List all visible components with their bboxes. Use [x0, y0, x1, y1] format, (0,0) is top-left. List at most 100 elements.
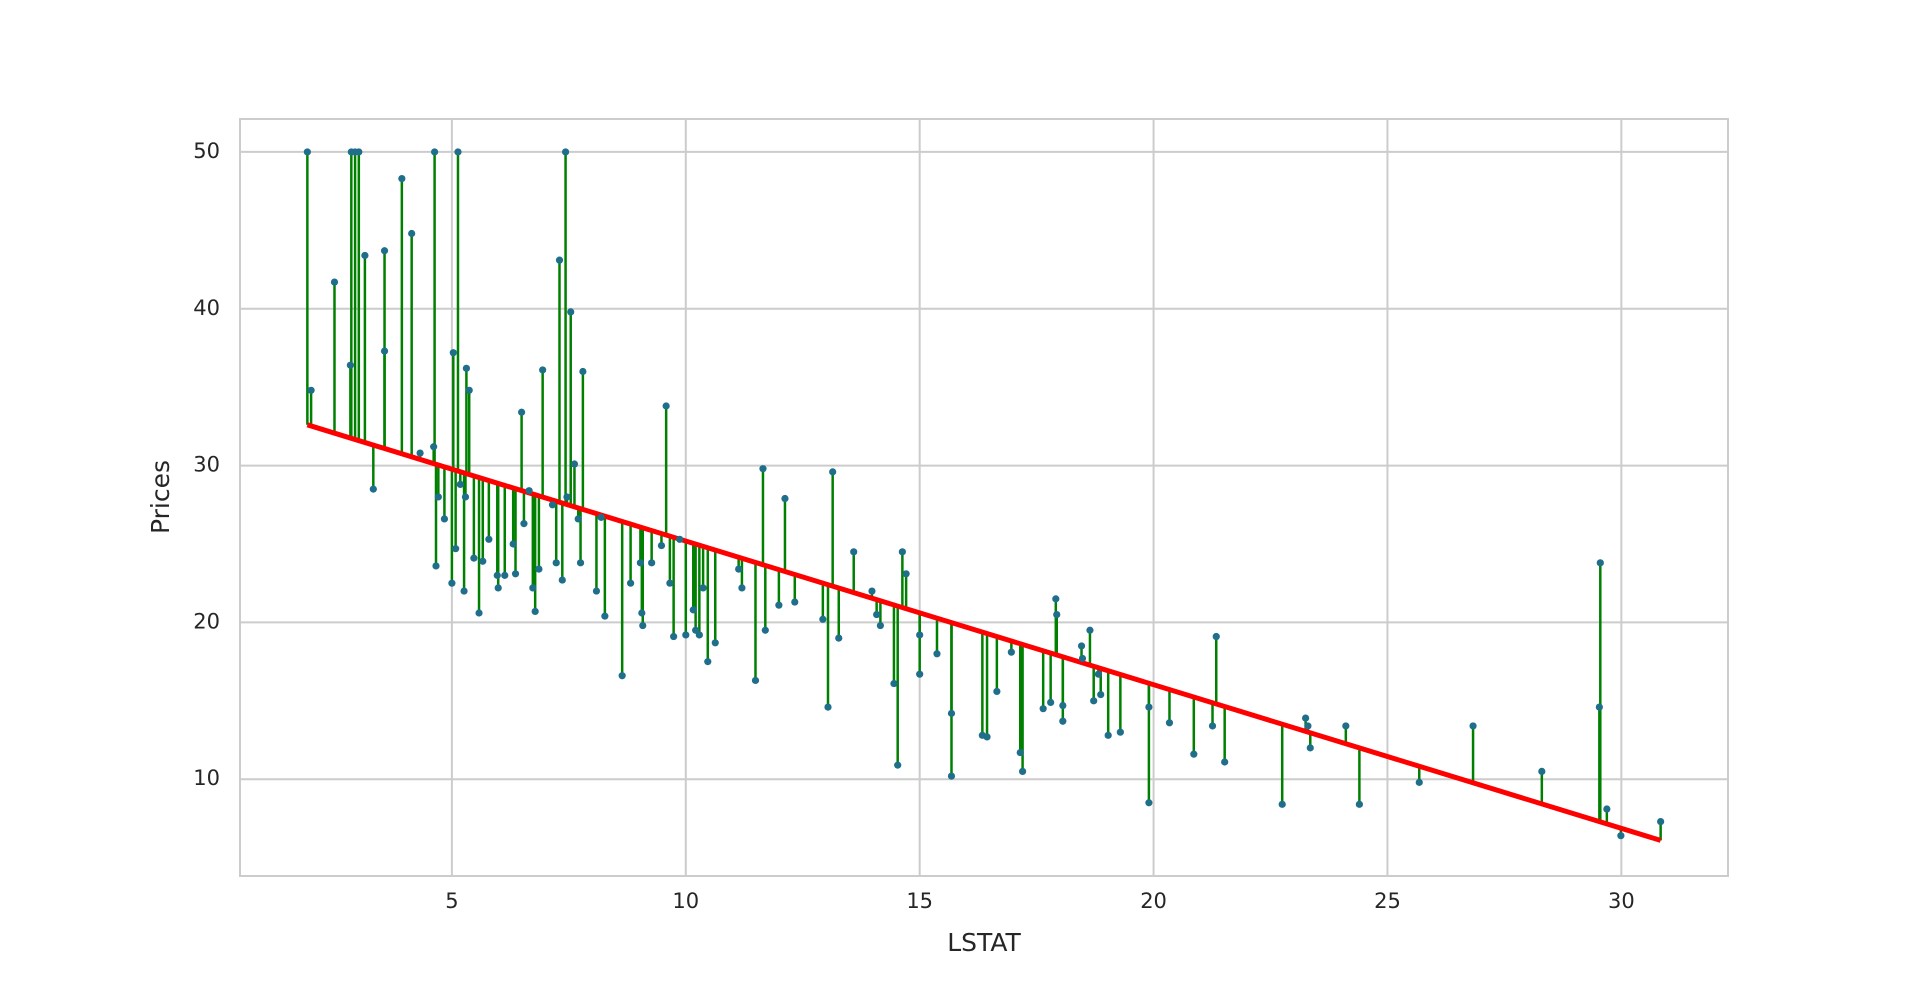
data-point: [704, 658, 712, 666]
data-point: [511, 570, 520, 578]
data-point: [398, 174, 406, 183]
data-point: [430, 443, 438, 451]
y-tick-label: 30: [193, 453, 220, 477]
data-point: [666, 579, 674, 587]
data-point: [947, 709, 956, 717]
data-point: [1039, 705, 1047, 713]
data-point: [1603, 805, 1611, 813]
data-point: [1596, 559, 1604, 567]
data-point: [518, 408, 526, 416]
data-point: [1078, 654, 1087, 663]
data-point: [876, 621, 884, 630]
data-point: [1190, 750, 1198, 758]
data-point: [1059, 717, 1067, 725]
data-point: [626, 579, 635, 587]
x-tick-label: 30: [1608, 889, 1635, 913]
x-axis-label: LSTAT: [947, 928, 1021, 957]
data-point: [648, 559, 656, 567]
data-point: [662, 402, 670, 410]
data-point: [1094, 670, 1102, 678]
data-point: [1086, 626, 1094, 634]
data-point: [1304, 722, 1312, 730]
data-point: [1145, 799, 1153, 807]
data-point: [676, 535, 684, 543]
data-point: [898, 548, 906, 556]
data-point: [657, 541, 666, 550]
x-tick-label: 25: [1374, 889, 1401, 913]
data-point: [873, 610, 881, 619]
data-point: [819, 615, 827, 623]
data-point: [781, 494, 789, 503]
data-point: [1016, 748, 1024, 757]
data-point: [460, 587, 468, 595]
x-tick-label: 5: [445, 889, 458, 913]
data-point: [993, 687, 1001, 696]
data-point: [449, 349, 457, 357]
data-point: [1208, 722, 1217, 730]
data-point: [592, 587, 601, 595]
data-point: [330, 278, 339, 286]
data-point: [682, 631, 690, 639]
data-point: [525, 487, 533, 495]
data-point: [1018, 767, 1027, 775]
data-point: [539, 366, 547, 374]
data-point: [835, 634, 843, 642]
data-point: [738, 584, 746, 592]
data-point: [535, 565, 543, 573]
data-point: [791, 598, 799, 606]
data-point: [601, 612, 609, 620]
data-point: [1059, 701, 1067, 710]
data-point: [452, 545, 460, 553]
data-point: [916, 631, 924, 639]
data-point: [1104, 731, 1112, 739]
data-point: [303, 148, 311, 156]
data-point: [485, 535, 493, 543]
data-point: [520, 520, 528, 528]
data-point: [355, 148, 363, 156]
data-point: [579, 367, 587, 376]
data-point: [475, 609, 483, 617]
data-point: [699, 584, 707, 592]
data-point: [751, 676, 760, 685]
data-point: [454, 148, 462, 156]
data-point: [1053, 610, 1061, 619]
data-point: [561, 148, 570, 156]
data-point: [1657, 817, 1665, 826]
data-point: [361, 251, 369, 260]
data-point: [1595, 703, 1603, 711]
y-tick-label: 40: [193, 296, 220, 320]
data-point: [711, 639, 719, 647]
data-point: [493, 571, 501, 579]
data-point: [670, 632, 678, 641]
y-tick-label: 20: [193, 609, 220, 633]
data-point: [894, 761, 902, 769]
data-point: [1355, 800, 1363, 808]
data-point: [531, 607, 539, 616]
data-point: [1212, 632, 1220, 641]
data-point: [1007, 648, 1015, 656]
data-point: [408, 229, 416, 238]
data-point: [638, 609, 646, 617]
data-point: [380, 347, 389, 355]
data-point: [850, 548, 858, 556]
data-point: [829, 468, 837, 476]
data-point: [1538, 767, 1546, 775]
data-point: [761, 626, 769, 634]
y-tick-label: 10: [193, 766, 220, 790]
data-point: [618, 672, 626, 680]
data-point: [461, 493, 470, 501]
data-point: [824, 703, 832, 711]
data-point: [947, 772, 956, 780]
data-point: [430, 148, 439, 156]
data-point: [529, 584, 537, 592]
data-point: [494, 584, 502, 592]
data-point: [890, 679, 898, 688]
data-point: [916, 670, 924, 678]
data-point: [1116, 728, 1124, 736]
data-point: [570, 460, 579, 468]
data-point: [380, 247, 389, 255]
data-point: [1617, 832, 1625, 840]
data-point: [868, 587, 876, 595]
data-point: [1301, 714, 1310, 722]
